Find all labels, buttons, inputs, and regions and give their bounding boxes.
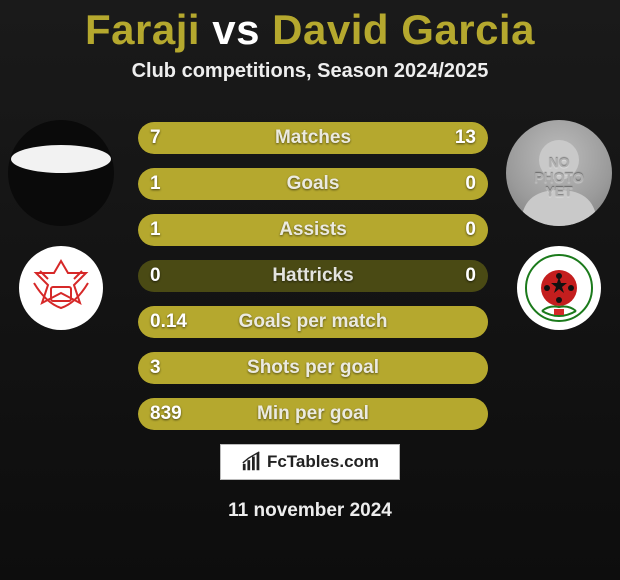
- stat-row: 1 0 Goals: [138, 168, 488, 200]
- stat-label: Min per goal: [257, 403, 369, 425]
- stat-value-right: 0: [465, 265, 476, 287]
- stat-label: Hattricks: [272, 265, 353, 287]
- subtitle: Club competitions, Season 2024/2025: [0, 60, 620, 83]
- club2-crest-icon: [524, 253, 594, 323]
- left-column: [6, 120, 116, 330]
- stat-label: Goals per match: [239, 311, 388, 333]
- stat-value-left: 7: [150, 127, 161, 149]
- stat-value-left: 0.14: [150, 311, 187, 333]
- stat-row: 1 0 Assists: [138, 214, 488, 246]
- stat-value-left: 1: [150, 219, 161, 241]
- stat-value-left: 839: [150, 403, 182, 425]
- club1-crest-icon: [26, 253, 96, 323]
- stat-row: 7 13 Matches: [138, 122, 488, 154]
- stat-value-left: 3: [150, 357, 161, 379]
- chart-icon: [241, 451, 263, 473]
- stat-row: 0 0 Hattricks: [138, 260, 488, 292]
- player1-club-badge: [19, 246, 103, 330]
- stat-value-right: 0: [465, 219, 476, 241]
- stats-list: 7 13 Matches 1 0 Goals 1 0 Assists 0 0 Hattricks 0.1…: [138, 122, 488, 430]
- player2-name: David Garcia: [272, 6, 535, 53]
- player2-avatar: NOPHOTOYET: [506, 120, 612, 226]
- stat-row: 839 Min per goal: [138, 398, 488, 430]
- page-title: Faraji vs David Garcia: [0, 0, 620, 54]
- stat-value-left: 1: [150, 173, 161, 195]
- player2-club-badge: [517, 246, 601, 330]
- stat-label: Assists: [279, 219, 347, 241]
- stat-label: Matches: [275, 127, 351, 149]
- player1-avatar: [8, 120, 114, 226]
- stat-value-right: 0: [465, 173, 476, 195]
- stat-value-right: 13: [455, 127, 476, 149]
- footer-date: 11 november 2024: [228, 500, 392, 522]
- site-name: FcTables.com: [267, 452, 379, 472]
- vs-text: vs: [212, 6, 260, 53]
- stat-label: Shots per goal: [247, 357, 379, 379]
- player1-avatar-placeholder-icon: [8, 143, 114, 203]
- player1-name: Faraji: [85, 6, 200, 53]
- stat-row: 3 Shots per goal: [138, 352, 488, 384]
- site-logo[interactable]: FcTables.com: [220, 444, 400, 480]
- stat-row: 0.14 Goals per match: [138, 306, 488, 338]
- stat-label: Goals: [287, 173, 340, 195]
- right-column: NOPHOTOYET: [504, 120, 614, 330]
- nophoto-label: NOPHOTOYET: [534, 155, 584, 199]
- stat-value-left: 0: [150, 265, 161, 287]
